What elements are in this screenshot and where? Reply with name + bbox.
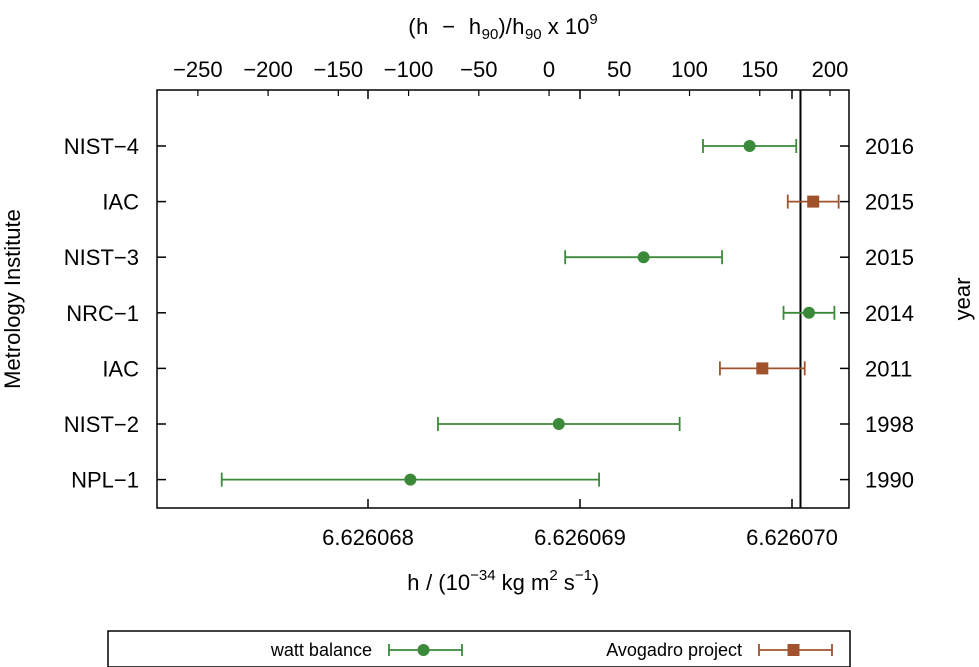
data-point-watt-balance bbox=[743, 140, 756, 152]
legend-box bbox=[107, 630, 851, 667]
data-point-avogadro bbox=[756, 362, 769, 375]
legend-marker-square bbox=[787, 644, 800, 656]
category-label: NIST−4 bbox=[64, 134, 139, 159]
legend-marker-circle bbox=[417, 644, 430, 656]
top-axis: −250 −200 −150 −100 −50 0 50 100 150 200 bbox=[173, 57, 848, 96]
top-tick-label: −150 bbox=[314, 57, 364, 82]
category-label: IAC bbox=[102, 190, 139, 215]
data-point-watt-balance bbox=[637, 251, 650, 264]
plot-frame bbox=[156, 89, 850, 509]
year-label: 2015 bbox=[865, 245, 914, 270]
top-tick-label: −250 bbox=[173, 57, 223, 82]
top-tick-label: 150 bbox=[741, 57, 778, 82]
legend-label: Avogadro project bbox=[606, 640, 742, 660]
right-axis-title: year bbox=[950, 278, 975, 321]
category-label: NIST−2 bbox=[64, 412, 139, 437]
right-year-labels: 2016 2015 2015 2014 2011 1998 1990 bbox=[840, 134, 914, 493]
data-point-watt-balance bbox=[552, 418, 565, 430]
bottom-tick-label: 6.626069 bbox=[534, 525, 626, 550]
category-label: NIST−3 bbox=[64, 245, 139, 270]
bottom-tick-label: 6.626068 bbox=[322, 525, 414, 550]
top-axis-title: (h − h90)/h90 x 109 bbox=[408, 11, 597, 43]
year-label: 2014 bbox=[865, 301, 914, 326]
top-tick-label: −200 bbox=[243, 57, 293, 82]
left-category-labels: NIST−4 IAC NIST−3 NRC−1 IAC NIST−2 NPL−1 bbox=[64, 134, 166, 493]
category-label: NRC−1 bbox=[66, 301, 139, 326]
year-label: 2011 bbox=[865, 356, 912, 381]
year-label: 1998 bbox=[865, 412, 914, 437]
left-axis-title: Metrology Institute bbox=[0, 209, 25, 389]
category-label: IAC bbox=[102, 356, 139, 381]
data-points bbox=[220, 90, 840, 508]
legend-label: watt balance bbox=[270, 640, 372, 660]
legend: watt balance Avogadro project bbox=[270, 640, 833, 660]
year-label: 2016 bbox=[865, 134, 914, 159]
top-tick-label: 0 bbox=[543, 57, 555, 82]
top-tick-label: 50 bbox=[607, 57, 631, 82]
bottom-axis: 6.626068 6.626069 6.626070 bbox=[322, 90, 838, 550]
data-point-watt-balance bbox=[802, 306, 815, 319]
year-label: 1990 bbox=[865, 468, 914, 493]
top-tick-label: −50 bbox=[460, 57, 497, 82]
data-point-avogadro bbox=[807, 195, 820, 208]
top-tick-label: 100 bbox=[671, 57, 708, 82]
top-tick-label: −100 bbox=[384, 57, 434, 82]
top-tick-label: 200 bbox=[812, 57, 849, 82]
bottom-axis-title: h / (10−34 kg m2 s−1) bbox=[407, 567, 600, 597]
year-label: 2015 bbox=[865, 190, 914, 215]
category-label: NPL−1 bbox=[71, 468, 139, 493]
bottom-tick-label: 6.626070 bbox=[746, 525, 838, 550]
data-point-watt-balance bbox=[404, 473, 417, 486]
